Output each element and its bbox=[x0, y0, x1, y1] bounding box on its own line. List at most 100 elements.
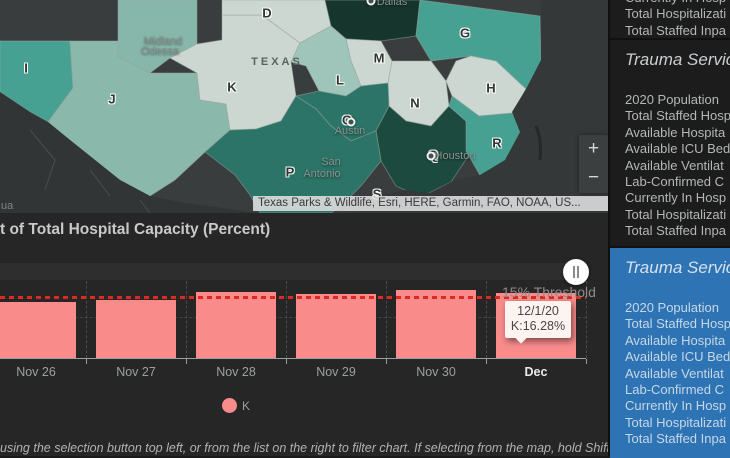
map-barrier-island bbox=[534, 125, 542, 161]
city-label-antonio: Antonio bbox=[303, 168, 341, 180]
sidebar-list-item[interactable]: Available Hospita bbox=[625, 124, 726, 140]
x-label-nov-27: Nov 27 bbox=[116, 365, 156, 379]
city-marker-icon bbox=[366, 0, 376, 6]
sidebar-list-item[interactable]: Total Staffed Inpa bbox=[625, 223, 726, 239]
sidebar-list-item[interactable]: Total Staffed Inpa bbox=[625, 431, 726, 447]
region-letter-I: I bbox=[24, 60, 28, 76]
tooltip-date: 12/1/20 bbox=[517, 304, 559, 318]
sidebar-list-item[interactable]: Available Ventilat bbox=[625, 157, 724, 173]
chart-axis-tick bbox=[186, 359, 187, 364]
region-letter-R: R bbox=[492, 135, 502, 151]
chart-axis-tick bbox=[486, 359, 487, 364]
city-label-houston: Houston bbox=[434, 150, 476, 162]
sidebar-list-item[interactable]: Available Hospita bbox=[625, 332, 726, 348]
city-marker-icon bbox=[426, 151, 436, 161]
region-letter-K: K bbox=[227, 79, 237, 95]
chart-bar-nov-29[interactable] bbox=[296, 294, 376, 358]
map-attribution: Texas Parks & Wildlife, Esri, HERE, Garm… bbox=[253, 196, 608, 211]
map-region-P[interactable] bbox=[204, 95, 382, 213]
chart-legend-item[interactable]: K bbox=[222, 398, 250, 413]
legend-label: K bbox=[242, 398, 251, 413]
sidebar-list-item[interactable]: Lab-Confirmed C bbox=[625, 174, 724, 190]
chart-axis-tick bbox=[386, 359, 387, 364]
panel-heading: Trauma Servic bbox=[625, 258, 730, 277]
region-letter-G: G bbox=[459, 25, 471, 41]
chart-gridline-vertical bbox=[386, 281, 387, 358]
zoom-in-button[interactable]: + bbox=[587, 138, 600, 159]
region-letter-H: H bbox=[486, 80, 496, 96]
x-label-nov-26: Nov 26 bbox=[16, 365, 56, 379]
chart-range-slider-handle[interactable] bbox=[563, 259, 589, 285]
sidebar-list-item[interactable]: Currently In Hosp bbox=[625, 190, 727, 206]
chart-title: t of Total Hospital Capacity (Percent) bbox=[0, 221, 271, 238]
chart-bar-nov-26[interactable] bbox=[0, 302, 76, 358]
panel-heading: Trauma Servic bbox=[625, 50, 730, 69]
map-mexico-borders bbox=[29, 129, 151, 213]
chart-panel: t of Total Hospital Capacity (Percent) N… bbox=[0, 213, 699, 456]
sidebar-list-item[interactable]: Total Staffed Hosp bbox=[625, 108, 730, 124]
panel-rows: 2020 Population Total Staffed Hosp Availab… bbox=[625, 300, 730, 448]
region-letter-N: N bbox=[410, 95, 420, 111]
sidebar-list-item[interactable]: Currently In Hosp bbox=[625, 398, 727, 414]
sidebar-list-item[interactable]: Total Hospitalizati bbox=[625, 206, 727, 222]
map[interactable]: IJKDLMGNHOQRPSDallasMidlandOdessaAustinS… bbox=[0, 0, 610, 213]
zoom-out-button[interactable]: − bbox=[587, 167, 600, 188]
region-letter-S: S bbox=[372, 186, 382, 202]
sidebar-list-item[interactable]: Total Hospitalizati bbox=[625, 414, 727, 430]
chart-tooltip: 12/1/20 K:16.28% bbox=[505, 301, 571, 338]
chart-threshold-line bbox=[0, 296, 586, 299]
sidebar-list-item[interactable]: Available Ventilat bbox=[625, 365, 724, 381]
chart-gridline-10pct bbox=[0, 317, 586, 318]
chart-bar-nov-30[interactable] bbox=[396, 290, 476, 358]
x-label-dec: Dec bbox=[524, 365, 548, 379]
sidebar-panel-2[interactable]: Trauma Servic 2020 Population Total Staffe… bbox=[610, 248, 730, 458]
chart-axis-tick bbox=[586, 359, 587, 364]
sidebar-list-item[interactable]: 2020 Population bbox=[625, 92, 719, 107]
sidebar-list-item[interactable]: 2020 Population bbox=[625, 300, 719, 315]
sidebar-panel-1[interactable]: Trauma Servic 2020 Population Total Staffe… bbox=[610, 40, 730, 246]
chart-axis-tick bbox=[286, 359, 287, 364]
city-marker-icon bbox=[346, 117, 356, 127]
chart-bar-nov-28[interactable] bbox=[196, 291, 276, 358]
chart-gridline-vertical bbox=[86, 281, 87, 358]
x-label-nov-30: Nov 30 bbox=[416, 365, 456, 379]
x-label-nov-28: Nov 28 bbox=[216, 365, 256, 379]
x-label-nov-29: Nov 29 bbox=[316, 365, 356, 379]
sidebar-list-item[interactable]: Total Hospitalizati bbox=[625, 6, 727, 22]
region-letter-D: D bbox=[262, 5, 272, 21]
city-label-dallas: Dallas bbox=[376, 0, 408, 8]
sidebar-list-item[interactable]: Lab-Confirmed C bbox=[625, 382, 724, 398]
map-gulf-water bbox=[352, 0, 610, 213]
sidebar-list-item[interactable]: Total Staffed Inpa bbox=[625, 22, 726, 38]
chart-gridline-vertical bbox=[286, 281, 287, 358]
chart-plot bbox=[0, 281, 587, 358]
sidebar-list-item[interactable]: Total Staffed Hosp bbox=[625, 316, 730, 332]
map-zoom-control: + − bbox=[579, 135, 608, 193]
city-label-san: San bbox=[321, 156, 341, 168]
city-label-austin: Austin bbox=[334, 125, 366, 137]
chart-x-axis bbox=[0, 358, 586, 359]
sidebar-list-item[interactable]: Currently In Hosp bbox=[625, 0, 730, 6]
chart-axis-tick bbox=[86, 359, 87, 364]
region-letter-M: M bbox=[373, 50, 385, 66]
threshold-label: 15% Threshold bbox=[502, 284, 596, 300]
region-letter-L: L bbox=[336, 72, 344, 88]
state-label: TEXAS bbox=[251, 56, 303, 68]
panel-rows: 2020 Population Total Staffed Hosp Availab… bbox=[625, 92, 730, 240]
sidebar-list-item[interactable]: Available ICU Bed bbox=[625, 141, 730, 157]
sidebar-list-item[interactable]: Available ICU Bed bbox=[625, 349, 730, 365]
legend-swatch-icon bbox=[222, 398, 237, 413]
country-label-partial: ua bbox=[1, 200, 14, 212]
chart-bar-nov-27[interactable] bbox=[96, 300, 176, 358]
chart-gridline-vertical bbox=[486, 281, 487, 358]
chart-range-slider-track[interactable] bbox=[0, 263, 586, 280]
city-label-midland: Midland bbox=[143, 35, 183, 47]
footer-instructions: using the selection button top left, or … bbox=[0, 441, 699, 455]
chart-gridline-vertical bbox=[586, 281, 587, 358]
region-letter-P: P bbox=[285, 164, 295, 180]
region-letter-J: J bbox=[108, 91, 116, 107]
map-mexico-area bbox=[0, 92, 255, 213]
